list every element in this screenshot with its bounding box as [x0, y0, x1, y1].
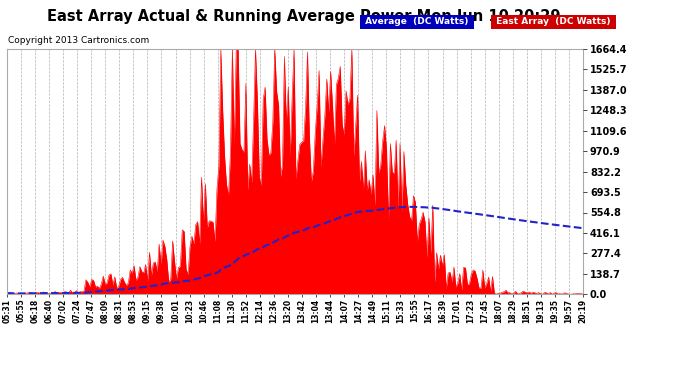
- Text: Average  (DC Watts): Average (DC Watts): [362, 17, 472, 26]
- Text: Copyright 2013 Cartronics.com: Copyright 2013 Cartronics.com: [8, 36, 150, 45]
- Text: East Array  (DC Watts): East Array (DC Watts): [493, 17, 614, 26]
- Text: East Array Actual & Running Average Power Mon Jun 10 20:29: East Array Actual & Running Average Powe…: [47, 9, 560, 24]
